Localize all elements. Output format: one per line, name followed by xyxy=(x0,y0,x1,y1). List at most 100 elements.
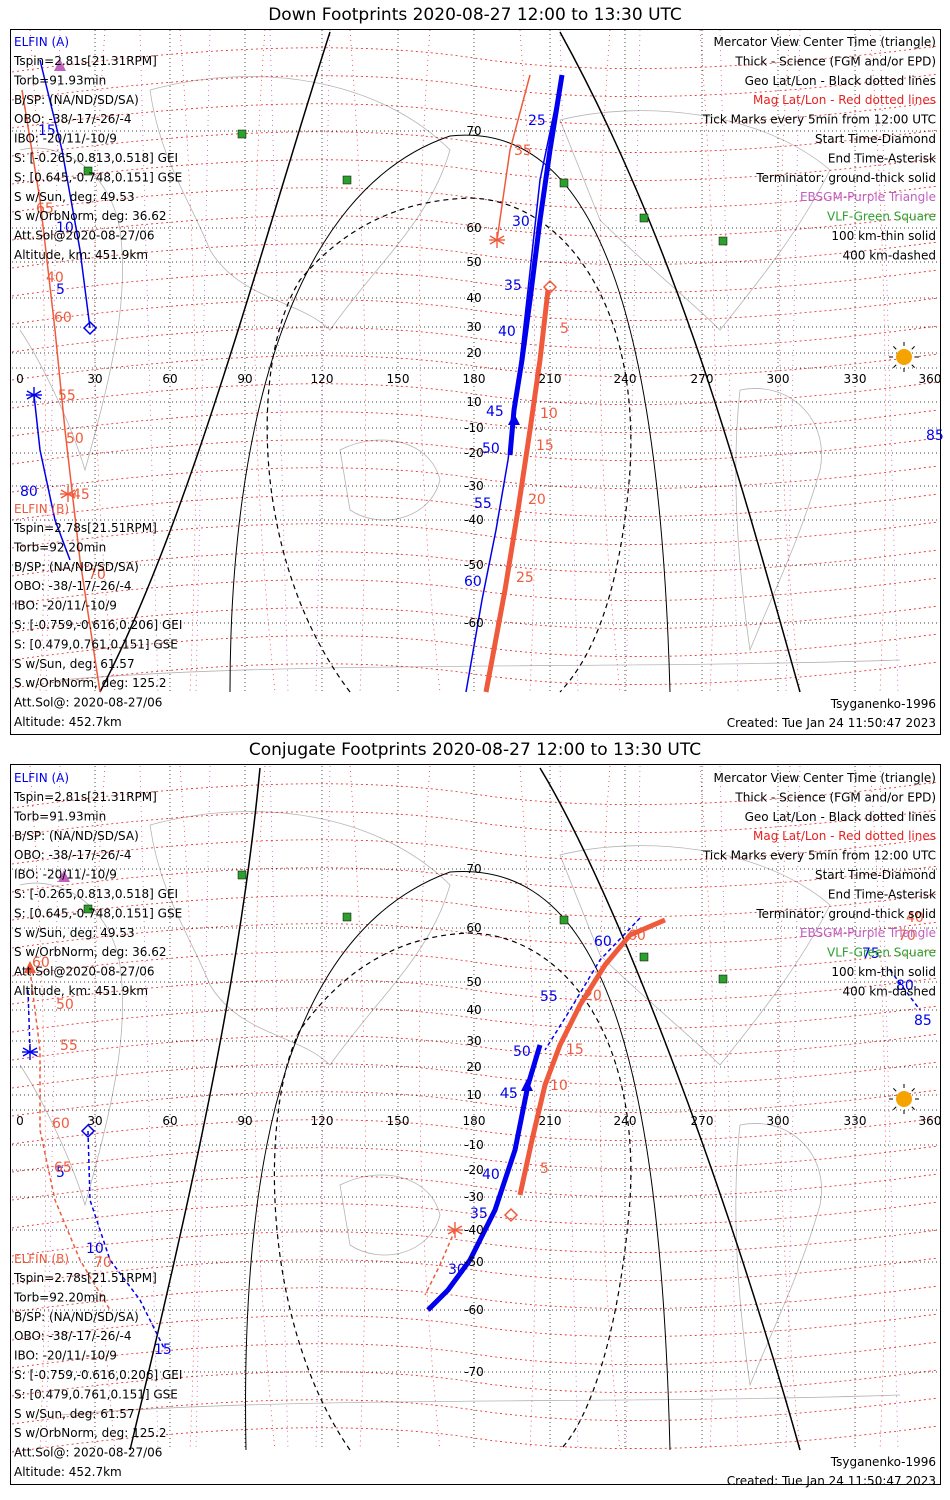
elfin-a-info-line: B/SP: (NA/ND/SD/SA) xyxy=(14,829,139,843)
legend-entry: 400 km-dashed xyxy=(842,984,936,998)
track-time-tick: 15 xyxy=(536,438,554,454)
mag-lat-line xyxy=(11,1229,939,1257)
panel2-frame xyxy=(10,764,941,1485)
elfin-b-info-line: Torb=92.20min xyxy=(13,1290,106,1304)
legend-entry: VLF-Green Square xyxy=(827,210,936,224)
ebsgm-grid-line xyxy=(315,765,331,1451)
vlf-station-square xyxy=(237,870,247,880)
elfin-a-info-line: Torb=91.93min xyxy=(13,73,106,87)
ebsgm-grid-line xyxy=(719,765,739,1451)
ebsgm-grid-line xyxy=(195,765,211,1451)
mag-lat-line xyxy=(11,213,939,241)
ebsgm-grid-line xyxy=(269,765,289,1451)
mag-lon-line xyxy=(779,765,801,1451)
track-time-tick: 5 xyxy=(56,1165,65,1181)
track-time-tick: 50 xyxy=(513,1044,531,1060)
track-time-tick: 45 xyxy=(500,1086,518,1102)
sun-ray xyxy=(911,364,915,368)
lon-tick-label: 0 xyxy=(16,372,24,386)
vlf-station-square xyxy=(342,912,352,922)
lon-tick-label: 180 xyxy=(463,372,486,386)
vlf-station-square xyxy=(718,974,728,984)
track-time-tick: 45 xyxy=(72,487,90,503)
mag-lon-line xyxy=(599,765,621,1451)
panel2-title: Conjugate Footprints 2020-08-27 12:00 to… xyxy=(248,740,702,760)
mag-lat-line xyxy=(11,269,939,297)
ebsgm-grid-line xyxy=(139,765,159,1451)
lat-tick-label: 70 xyxy=(466,124,481,138)
legend-entry: End Time-Asterisk xyxy=(828,887,936,901)
mag-lat-line xyxy=(11,1425,939,1453)
track-time-tick: 5 xyxy=(560,321,569,337)
mag-lat-line xyxy=(11,409,939,437)
track-time-tick: 30 xyxy=(512,214,530,230)
sun-ray xyxy=(893,364,897,368)
lon-tick-label: 330 xyxy=(844,372,867,386)
track-time-tick: 50 xyxy=(482,441,500,457)
track-time-tick: 45 xyxy=(486,404,504,420)
legend-entry: Mag Lat/Lon - Red dotted lines xyxy=(753,829,936,843)
sun-icon xyxy=(896,349,912,365)
track-time-tick: 80 xyxy=(896,978,914,994)
track-time-tick: 55 xyxy=(60,1038,78,1054)
lon-tick-label: 30 xyxy=(87,372,102,386)
lon-tick-label: 360 xyxy=(919,1114,942,1128)
sun-ray xyxy=(893,1088,897,1092)
track-time-tick: 60 xyxy=(594,934,612,950)
elfin-b-info-line: B/SP: (NA/ND/SD/SA) xyxy=(14,1310,139,1324)
mag-lat-line xyxy=(11,353,939,381)
mag-lat-line xyxy=(11,1005,939,1033)
elfin-b-info-line: S: [-0.759,-0.616,0.206] GEI xyxy=(14,618,182,632)
coastline xyxy=(559,110,831,331)
elfin-b-center-triangle xyxy=(24,961,36,973)
elfin-b-info-line: OBO: -38/-17/-26/-4 xyxy=(14,1329,131,1343)
track-time-tick: 25 xyxy=(516,570,534,586)
lat-tick-label: -40 xyxy=(464,1223,484,1237)
mag-lat-line xyxy=(11,1397,939,1425)
panel1-map: 0 30 60 90 120 150 180 210 240 270 300 330 360 70 60 5… xyxy=(11,29,944,730)
track-time-tick: 40 xyxy=(482,1167,500,1183)
track-time-tick: 60 xyxy=(628,928,646,944)
track-time-tick: 85 xyxy=(914,1013,932,1029)
elfin-a-info-line: S: [-0.265,0.813,0.518] GEI xyxy=(14,151,178,165)
model-name: Tsyganenko-1996 xyxy=(830,697,936,711)
lon-tick-label: 150 xyxy=(387,372,410,386)
elfin-b-track-science xyxy=(483,289,551,693)
elfin-a-track-dashed xyxy=(544,917,641,1051)
vlf-station-square xyxy=(237,129,247,139)
lat-tick-label: 30 xyxy=(466,320,481,334)
lon-tick-label: 90 xyxy=(237,1114,252,1128)
legend-entry: Start Time-Diamond xyxy=(815,868,936,882)
mag-lat-line xyxy=(11,577,939,605)
track-time-tick: 50 xyxy=(66,431,84,447)
elfin-b-track-thin xyxy=(496,74,531,241)
lon-tick-label: 270 xyxy=(691,1114,714,1128)
panel2-lon-axis: 0 30 60 90 120 150 180 210 240 270 300 330 360 xyxy=(16,1114,941,1128)
ebsgm-grid-line xyxy=(559,765,579,1451)
coastline xyxy=(735,388,822,652)
elfin-a-info-line: Att.Sol@2020-08-27/06 xyxy=(14,965,155,979)
legend-entry: End Time-Asterisk xyxy=(828,151,936,165)
track-time-tick: 35 xyxy=(504,278,522,294)
mag-lat-line xyxy=(11,949,939,977)
elfin-b-start-diamond xyxy=(503,1207,519,1223)
mag-lat-line xyxy=(11,893,939,921)
track-time-tick: 10 xyxy=(86,1241,104,1257)
lat-tick-label: -50 xyxy=(464,558,484,572)
track-time-tick: 30 xyxy=(448,1262,466,1278)
elfin-b-info-line: S: [0.479,0.761,0.151] GSE xyxy=(14,637,178,651)
elfin-a-info-line: Altitude, km: 451.9km xyxy=(14,248,148,262)
mag-lat-line xyxy=(11,381,939,409)
100km-footprint-oval xyxy=(229,134,671,693)
legend-entry: Thick - Science (FGM and/or EPD) xyxy=(734,790,936,804)
sun-ray xyxy=(893,1106,897,1110)
track-time-tick: 5 xyxy=(540,1161,549,1177)
mag-lat-line xyxy=(11,977,939,1005)
track-time-tick: 65 xyxy=(36,201,54,217)
elfin-b-info-line: S w/Sun, deg: 61.57 xyxy=(14,1407,135,1421)
mag-lat-line xyxy=(11,1313,939,1341)
lat-tick-label: 20 xyxy=(466,1060,481,1074)
elfin-a-start-diamond xyxy=(80,1123,96,1139)
lat-tick-label: 60 xyxy=(466,921,481,935)
